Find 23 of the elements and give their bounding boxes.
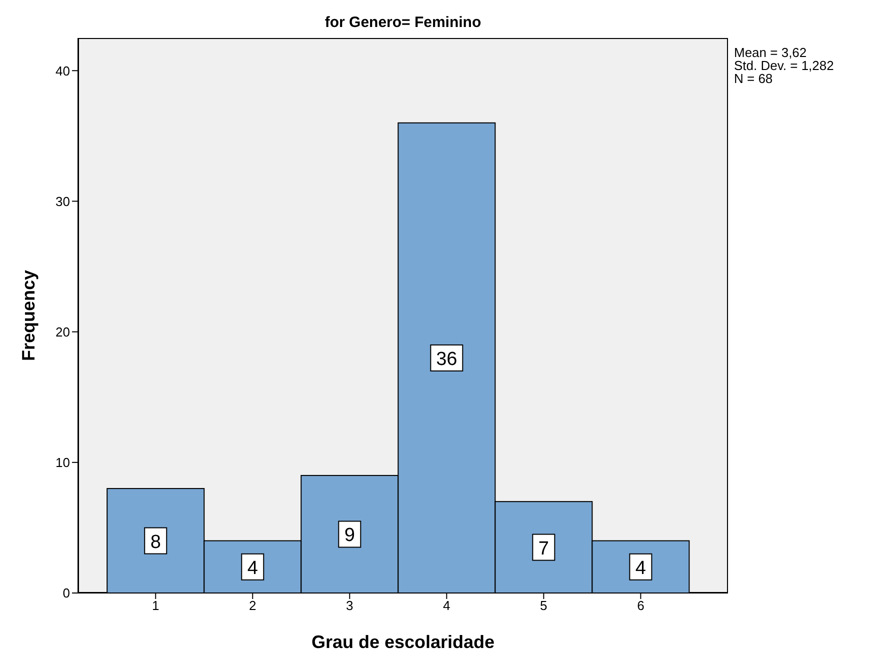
text: N = 68 <box>734 71 774 86</box>
y-tick-label: 40 <box>56 63 70 78</box>
data-label: 4 <box>635 558 646 579</box>
x-tick-label: 3 <box>346 598 354 614</box>
y-axis-title: Frequency <box>18 270 38 362</box>
x-tick-label: 5 <box>540 598 548 614</box>
x-axis-title: Grau de escolaridade <box>311 632 495 652</box>
text: Std. Dev. = 1,282 <box>734 58 834 73</box>
x-tick-label: 1 <box>152 598 160 614</box>
text: Mean = 3,62 <box>734 45 808 60</box>
data-label: 4 <box>247 558 258 579</box>
data-label: 9 <box>344 525 355 546</box>
y-tick-label: 0 <box>62 586 70 601</box>
data-label: 36 <box>436 348 458 370</box>
x-tick-label: 2 <box>249 598 256 614</box>
x-tick-label: 6 <box>637 598 644 614</box>
chart-title: for Genero= Feminino <box>324 14 482 31</box>
data-label: 7 <box>538 538 549 560</box>
y-tick-label: 20 <box>56 324 70 340</box>
data-label: 8 <box>150 532 161 553</box>
y-tick-label: 30 <box>56 194 70 209</box>
x-tick-label: 4 <box>443 598 450 614</box>
y-tick-label: 10 <box>56 455 70 470</box>
